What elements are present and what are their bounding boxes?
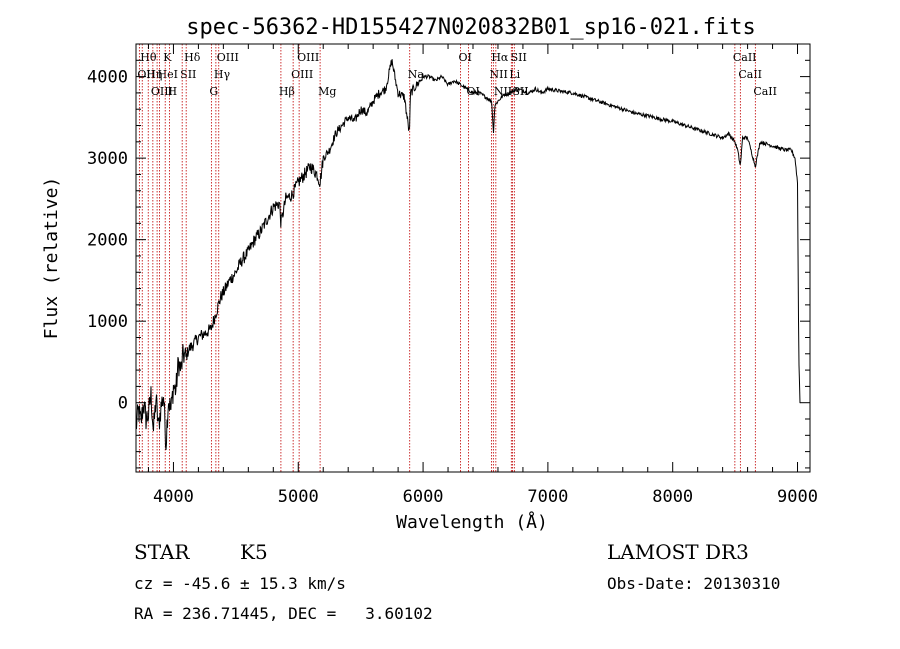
spectral-lines-layer: OIIHθHηOIIIHeIKHSIIHδGHγOIIIHβOIIIOIIIMg… xyxy=(137,44,777,472)
object-class: STAR xyxy=(134,540,190,564)
x-tick-label: 9000 xyxy=(777,487,818,507)
spectral-line-label: NII xyxy=(489,68,507,81)
plot-frame xyxy=(135,43,811,473)
x-tick-label: 4000 xyxy=(153,487,194,507)
y-tick-label: 0 xyxy=(118,394,128,414)
survey-name: LAMOST DR3 xyxy=(607,540,749,564)
spectral-line-label: OI xyxy=(467,85,480,98)
x-axis-label: Wavelength (Å) xyxy=(396,511,548,533)
spectral-line-label: G xyxy=(209,85,218,98)
spectral-line-label: OII xyxy=(137,68,155,81)
spectral-line-label: OIII xyxy=(151,85,173,98)
spectral-line-label: Mg xyxy=(318,85,336,98)
spectral-line-label: HeI xyxy=(158,68,178,81)
x-tick-label: 5000 xyxy=(278,487,319,507)
chart-title: spec-56362-HD155427N020832B01_sp16-021.f… xyxy=(186,15,756,40)
spectral-line-label: OIII xyxy=(291,68,313,81)
spectral-line-label: H xyxy=(167,85,177,98)
spectral-line-label: Li xyxy=(509,68,520,81)
y-tick-label: 4000 xyxy=(87,68,128,88)
spectral-line-label: CaII xyxy=(753,85,777,98)
spectral-line-label: OIII xyxy=(217,51,239,64)
spectral-line-label: OI xyxy=(459,51,472,64)
obs-date: Obs-Date: 20130310 xyxy=(607,574,780,593)
spectral-line-label: CaII xyxy=(738,68,762,81)
spectral-line-label: K xyxy=(163,51,172,64)
spectral-line-label: Hβ xyxy=(279,85,295,98)
ticks-layer: 4000 5000 6000 7000 8000 9000 0 1000 2000 3000 400… xyxy=(87,44,818,507)
spectral-line-label: SII xyxy=(511,51,527,64)
spectral-line-label: OIII xyxy=(297,51,319,64)
x-tick-label: 7000 xyxy=(527,487,568,507)
spectral-line-label: Hδ xyxy=(184,51,201,64)
x-tick-label: 8000 xyxy=(652,487,693,507)
object-subclass: K5 xyxy=(240,540,268,564)
spectral-line-label: Na xyxy=(408,68,425,81)
y-tick-label: 3000 xyxy=(87,149,128,169)
spectral-line-label: SII xyxy=(180,68,196,81)
flux-series-line xyxy=(135,59,801,450)
y-axis-label: Flux (relative) xyxy=(41,177,62,340)
y-tick-label: 2000 xyxy=(87,231,128,251)
x-tick-label: 6000 xyxy=(403,487,444,507)
spectral-line-label: Hα xyxy=(491,51,509,64)
series-layer xyxy=(135,59,801,450)
spectral-line-label: Hη xyxy=(146,68,162,81)
redshift-cz: cz = -45.6 ± 15.3 km/s xyxy=(134,574,346,593)
spectral-line-label: CaII xyxy=(733,51,757,64)
spectral-line-label: Hγ xyxy=(214,68,231,81)
ra-dec: RA = 236.71445, DEC = 3.60102 xyxy=(134,604,433,623)
y-tick-label: 1000 xyxy=(87,312,128,332)
